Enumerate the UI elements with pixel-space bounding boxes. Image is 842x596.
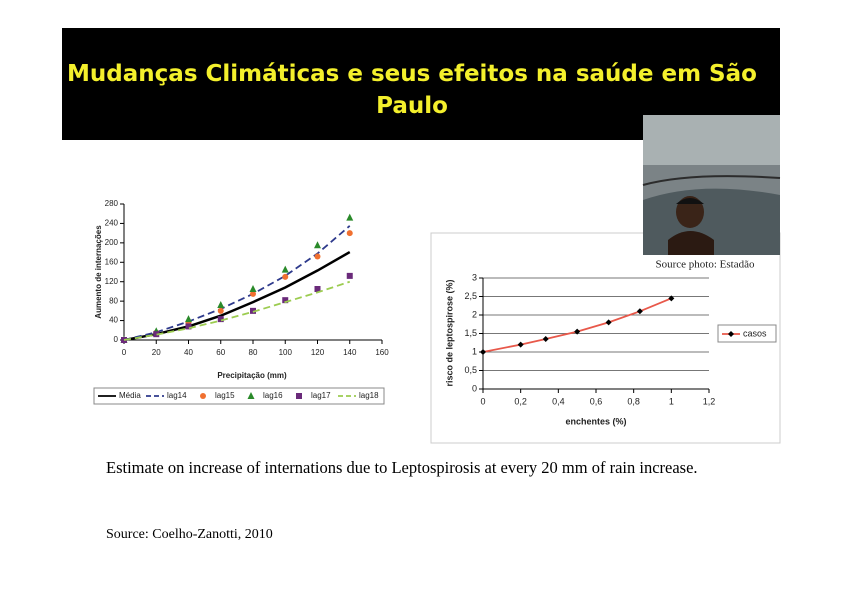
x-axis-label: Precipitação (mm)	[217, 371, 287, 380]
y-tick-label: 2,5	[464, 291, 477, 301]
y-tick-label: 40	[109, 316, 118, 325]
y-tick-label: 1,5	[464, 328, 477, 338]
marker	[217, 307, 224, 314]
series-line	[123, 280, 351, 341]
x-tick-label: 20	[152, 348, 161, 357]
marker	[314, 241, 321, 249]
y-tick-label: 0,5	[464, 365, 477, 375]
y-tick-label: 0	[472, 383, 477, 393]
slide-title: Mudanças Climáticas e seus efeitos na sa…	[67, 61, 757, 119]
legend-frame	[717, 324, 777, 343]
y-tick-label: 1	[472, 346, 477, 356]
x-tick-label: 1	[669, 396, 674, 406]
x-tick-label: 1,2	[703, 396, 716, 406]
marker	[250, 307, 256, 314]
source: Source: Coelho-Zanotti, 2010	[106, 527, 273, 542]
x-tick-label: 140	[343, 348, 357, 357]
y-tick-label: 0	[114, 335, 119, 344]
x-tick-label: 0,6	[590, 396, 603, 406]
marker	[728, 331, 734, 337]
marker	[605, 319, 612, 326]
marker	[185, 315, 192, 323]
y-tick-label: 80	[109, 296, 118, 305]
y-tick-label: 160	[105, 257, 119, 266]
caption: Estimate on increase of internations due…	[106, 458, 698, 477]
marker	[153, 331, 160, 338]
x-tick-label: 0	[122, 348, 127, 357]
marker	[247, 392, 255, 399]
marker	[217, 301, 225, 309]
y-tick-label: 120	[105, 277, 119, 286]
legend-label: lag17	[311, 391, 331, 400]
y-tick-label: 280	[105, 199, 119, 208]
marker	[314, 253, 321, 260]
marker	[636, 308, 643, 315]
marker	[574, 328, 581, 335]
x-tick-label: 160	[375, 348, 389, 357]
y-tick-label: 2	[472, 309, 477, 319]
legend-label: lag18	[359, 391, 379, 400]
marker	[346, 272, 353, 279]
marker	[185, 323, 192, 330]
x-tick-label: 0	[480, 396, 485, 406]
x-axis-label: enchentes (%)	[565, 416, 626, 426]
x-tick-label: 80	[249, 348, 258, 357]
marker	[480, 349, 486, 355]
legend-label: lag15	[215, 391, 235, 400]
marker	[668, 295, 675, 302]
x-tick-label: 60	[216, 348, 225, 357]
photo	[642, 115, 781, 255]
marker	[282, 273, 289, 280]
y-tick-label: 240	[105, 219, 119, 228]
marker	[281, 265, 289, 273]
x-tick-label: 0,8	[627, 396, 640, 406]
marker	[517, 341, 524, 348]
marker	[542, 336, 549, 343]
marker	[250, 290, 256, 297]
x-tick-label: 40	[184, 348, 193, 357]
x-tick-label: 120	[311, 348, 325, 357]
marker	[200, 393, 206, 399]
marker	[296, 393, 302, 399]
y-tick-label: 3	[472, 272, 477, 282]
marker	[282, 297, 289, 304]
marker	[346, 213, 354, 221]
legend-frame	[93, 387, 385, 405]
marker	[346, 230, 353, 237]
x-tick-label: 0,2	[514, 396, 527, 406]
legend-label: lag14	[167, 391, 187, 400]
y-axis-label: risco de leptospirose (%)	[444, 279, 454, 386]
marker	[314, 286, 321, 292]
marker	[217, 316, 224, 323]
x-tick-label: 0,4	[552, 396, 565, 406]
legend-label: lag16	[263, 391, 283, 400]
x-tick-label: 100	[279, 348, 293, 357]
y-axis-label: Aumento de internações	[94, 225, 103, 319]
series-line	[123, 225, 351, 341]
legend-label: casos	[743, 328, 767, 338]
y-tick-label: 200	[105, 238, 119, 247]
legend-label: Média	[119, 391, 141, 400]
photo-caption: Source photo: Estadão	[656, 259, 755, 271]
marker	[249, 285, 257, 292]
series-line	[123, 251, 351, 342]
